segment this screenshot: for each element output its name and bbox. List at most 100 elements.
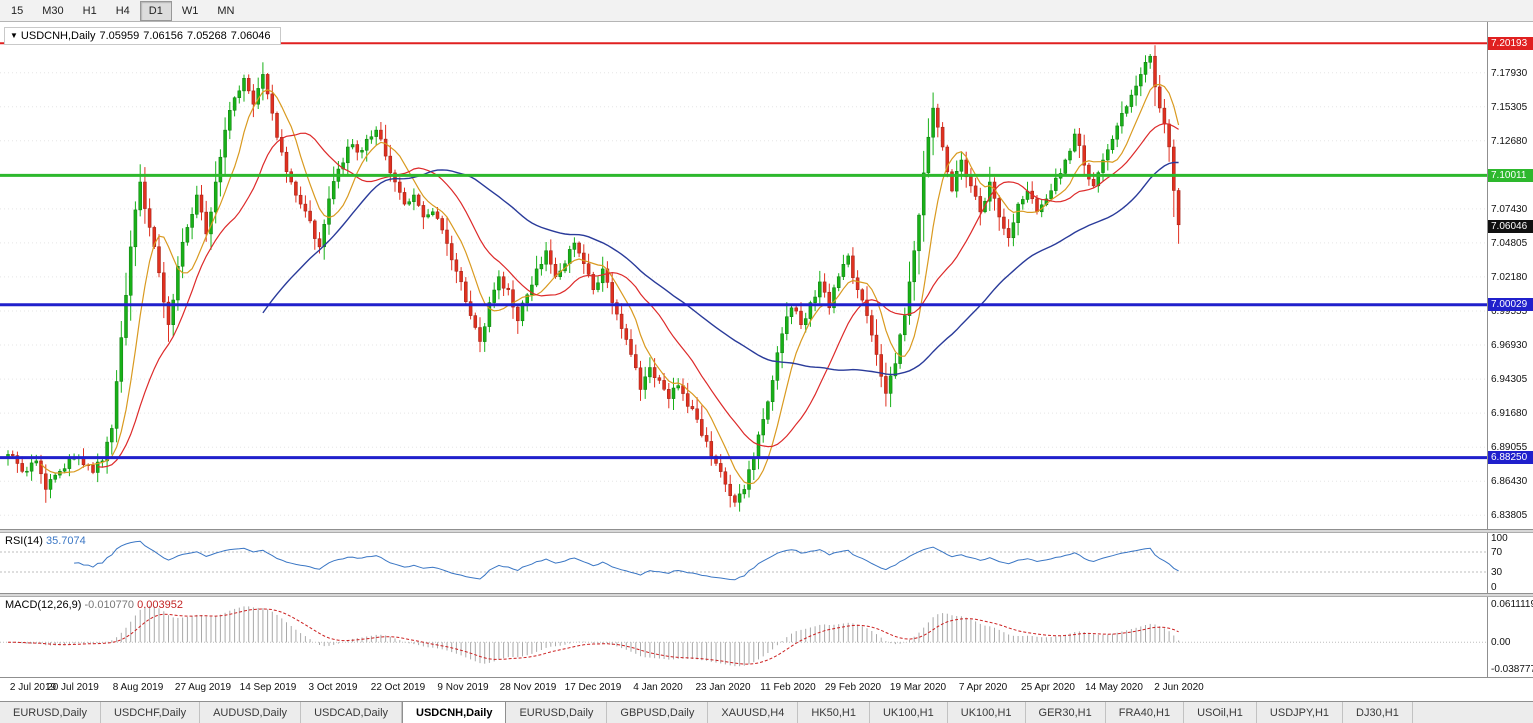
timeframe-button-D1[interactable]: D1 <box>139 0 172 21</box>
main-chart-panel[interactable]: 7.179307.153057.126807.100557.074307.048… <box>0 22 1533 530</box>
price-badge: 7.10011 <box>1488 169 1533 182</box>
candle <box>1153 55 1157 88</box>
ma-slow-line <box>262 161 1179 376</box>
candle <box>228 110 232 131</box>
price-tick: 6.89055 <box>1491 442 1528 453</box>
timeframe-button-MN[interactable]: MN <box>217 4 235 17</box>
chart-tab-USDCHF-Daily[interactable]: USDCHF,Daily <box>101 702 201 723</box>
candle <box>700 419 704 436</box>
candle <box>860 289 865 301</box>
quote-low: 7.05268 <box>187 30 227 42</box>
candle <box>501 276 506 289</box>
timeframe-button-M30[interactable]: M30 <box>42 4 64 17</box>
chart-tab-FRA40-H1[interactable]: FRA40,H1 <box>1106 702 1185 723</box>
candle <box>303 203 308 212</box>
panel-splitter[interactable] <box>0 594 1533 597</box>
price-badge: 7.20193 <box>1488 37 1533 50</box>
timeframe-button-15[interactable]: 15 <box>11 4 24 17</box>
candle <box>459 271 463 283</box>
chart-tab-USDCNH-Daily[interactable]: USDCNH,Daily <box>402 702 507 723</box>
macd-panel[interactable]: 0.0611119 0.00 -0.038777 MACD(12,26,9) -0.… <box>0 597 1533 678</box>
candle <box>931 107 935 138</box>
date-tick-label: 9 Nov 2019 <box>437 682 489 693</box>
timeframe-button-H1[interactable]: H1 <box>82 4 97 17</box>
candle <box>468 301 473 316</box>
panel-splitter[interactable] <box>0 530 1533 533</box>
candle <box>62 468 67 472</box>
chart-area: 7.179307.153057.126807.100557.074307.048… <box>0 22 1533 701</box>
chart-tab-EURUSD-Daily[interactable]: EURUSD,Daily <box>506 702 608 723</box>
candle <box>473 315 478 328</box>
time-axis[interactable]: 2 Jul 2019 20 Jul 2019 8 Aug 2019 27 Aug 20… <box>0 678 1533 701</box>
candle <box>449 243 454 261</box>
candle <box>402 192 407 205</box>
candle <box>10 454 15 456</box>
macd-chart[interactable] <box>0 597 1487 677</box>
timeframe-button-W1[interactable]: W1 <box>181 4 199 17</box>
timeframe-button-H4[interactable]: H4 <box>115 4 130 17</box>
date-tick-label: 22 Oct 2019 <box>370 682 426 693</box>
candle <box>246 78 251 92</box>
candle <box>364 138 369 151</box>
candle <box>1006 228 1011 238</box>
chart-tab-HK50-H1[interactable]: HK50,H1 <box>798 702 870 723</box>
candle <box>195 194 199 215</box>
candle <box>865 299 869 316</box>
date-tick-label: 14 May 2020 <box>1085 682 1143 693</box>
candle <box>232 97 237 111</box>
candle <box>789 307 794 317</box>
candle <box>747 469 751 490</box>
candle <box>770 380 775 402</box>
date-tick-label: 4 Jan 2020 <box>633 682 683 693</box>
candle <box>431 211 435 215</box>
candle <box>695 408 699 420</box>
price-tick: 7.04805 <box>1491 238 1528 249</box>
chart-tab-GER30-H1[interactable]: GER30,H1 <box>1026 702 1106 723</box>
candle <box>1077 133 1082 146</box>
chart-tab-USDCAD-Daily[interactable]: USDCAD,Daily <box>301 702 403 723</box>
candle <box>497 276 501 291</box>
symbol-dropdown-triangle-icon[interactable]: ▼ <box>10 31 18 40</box>
candle <box>1139 74 1143 87</box>
chart-tab-USDJPY-H1[interactable]: USDJPY,H1 <box>1257 702 1344 723</box>
rsi-axis[interactable]: 100 70 30 0 <box>1487 533 1533 593</box>
macd-axis[interactable]: 0.0611119 0.00 -0.038777 <box>1487 597 1533 677</box>
candle <box>416 194 421 206</box>
rsi-chart[interactable] <box>0 533 1487 593</box>
candle <box>799 310 803 325</box>
candle <box>657 377 662 381</box>
candle <box>15 455 20 464</box>
candle <box>1157 86 1162 109</box>
date-tick-label: 17 Dec 2019 <box>564 682 622 693</box>
candle <box>794 307 798 312</box>
rsi-panel[interactable]: 100 70 30 0 RSI(14) 35.7074 <box>0 533 1533 594</box>
chart-tab-DJ30-H1[interactable]: DJ30,H1 <box>1343 702 1413 723</box>
candle <box>945 146 950 173</box>
candle <box>346 146 350 164</box>
chart-tab-GBPUSD-Daily[interactable]: GBPUSD,Daily <box>607 702 709 723</box>
candle <box>728 483 732 496</box>
price-axis[interactable]: 7.179307.153057.126807.100557.074307.048… <box>1487 22 1533 529</box>
rsi-tick: 100 <box>1491 533 1508 544</box>
candle <box>534 268 539 286</box>
chart-tab-UK100-H1[interactable]: UK100,H1 <box>870 702 948 723</box>
chart-tab-EURUSD-Daily[interactable]: EURUSD,Daily <box>0 702 101 723</box>
chart-tab-XAUUSD-H4[interactable]: XAUUSD,H4 <box>708 702 799 723</box>
date-tick-label: 19 Mar 2020 <box>889 682 947 693</box>
chart-title: ▼ USDCNH,Daily 7.05959 7.06156 7.05268 7.0604… <box>4 27 281 45</box>
chart-tab-UK100-H1[interactable]: UK100,H1 <box>948 702 1026 723</box>
candle <box>511 289 515 308</box>
candle <box>294 181 298 196</box>
date-tick-label: 2 Jul 2019 <box>9 682 57 693</box>
price-tick: 6.96930 <box>1491 340 1528 351</box>
chart-tab-AUDUSD-Daily[interactable]: AUDUSD,Daily <box>200 702 302 723</box>
candle <box>190 214 194 228</box>
candle <box>280 137 284 153</box>
candle <box>388 155 393 174</box>
candle <box>756 434 761 459</box>
price-chart[interactable] <box>0 22 1487 529</box>
candle <box>1167 123 1171 148</box>
candle <box>407 201 411 205</box>
candle <box>520 302 525 322</box>
chart-tab-USOil-H1[interactable]: USOil,H1 <box>1184 702 1257 723</box>
